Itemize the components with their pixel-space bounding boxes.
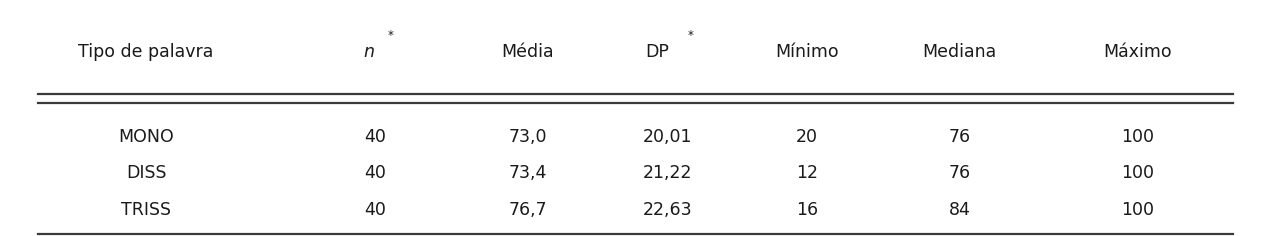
Text: 76,7: 76,7 xyxy=(508,201,547,219)
Text: 84: 84 xyxy=(948,201,971,219)
Text: Tipo de palavra: Tipo de palavra xyxy=(79,43,214,61)
Text: 40: 40 xyxy=(364,164,386,182)
Text: Mediana: Mediana xyxy=(923,43,996,61)
Text: 100: 100 xyxy=(1121,164,1154,182)
Text: 73,4: 73,4 xyxy=(508,164,547,182)
Text: 12: 12 xyxy=(796,164,819,182)
Text: DISS: DISS xyxy=(126,164,167,182)
Text: 20: 20 xyxy=(796,128,819,146)
Text: Máximo: Máximo xyxy=(1103,43,1172,61)
Text: Média: Média xyxy=(501,43,554,61)
Text: 76: 76 xyxy=(948,164,971,182)
Text: *: * xyxy=(688,29,693,42)
Text: 40: 40 xyxy=(364,201,386,219)
Text: 76: 76 xyxy=(948,128,971,146)
Text: 73,0: 73,0 xyxy=(508,128,547,146)
Text: MONO: MONO xyxy=(118,128,174,146)
Text: 22,63: 22,63 xyxy=(642,201,693,219)
Text: *: * xyxy=(388,29,393,42)
Text: 100: 100 xyxy=(1121,201,1154,219)
Text: DP: DP xyxy=(646,43,669,61)
Text: 40: 40 xyxy=(364,128,386,146)
Text: 20,01: 20,01 xyxy=(643,128,691,146)
Text: TRISS: TRISS xyxy=(121,201,172,219)
Text: n: n xyxy=(364,43,374,61)
Text: 100: 100 xyxy=(1121,128,1154,146)
Text: Mínimo: Mínimo xyxy=(775,43,839,61)
Text: 16: 16 xyxy=(796,201,819,219)
Text: 21,22: 21,22 xyxy=(643,164,691,182)
